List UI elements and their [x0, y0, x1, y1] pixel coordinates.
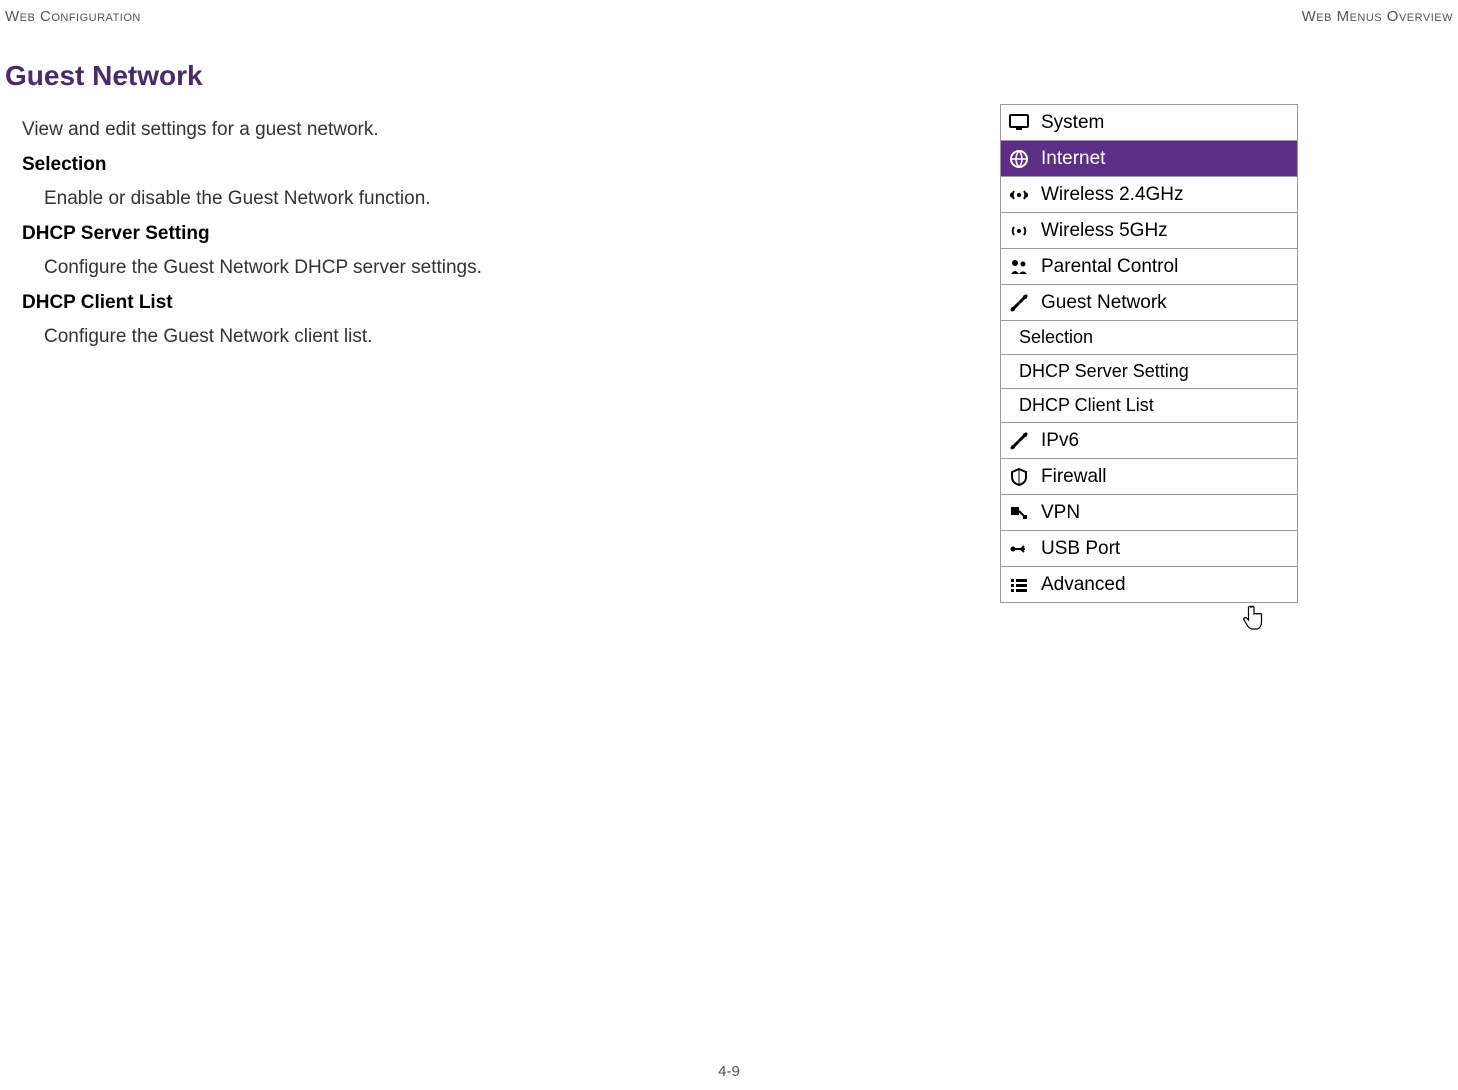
- monitor-icon: [1001, 114, 1037, 132]
- wifi-icon: [1001, 187, 1037, 203]
- sidebar-sub-selection[interactable]: Selection: [1001, 320, 1297, 354]
- sidebar-item-label: Wireless 5GHz: [1037, 220, 1297, 242]
- vpn-icon: [1001, 503, 1037, 523]
- intro-text: View and edit settings for a guest netwo…: [22, 116, 922, 145]
- sidebar-item-wireless-24[interactable]: Wireless 2.4GHz: [1001, 176, 1297, 212]
- item-0-title: Selection: [22, 151, 922, 180]
- shield-icon: [1001, 467, 1037, 487]
- item-1-title: DHCP Server Setting: [22, 220, 922, 249]
- people-icon: [1001, 258, 1037, 276]
- header-left: Web Configuration: [5, 8, 141, 25]
- item-1-desc: Configure the Guest Network DHCP server …: [44, 254, 922, 283]
- sidebar-item-label: Parental Control: [1037, 256, 1297, 278]
- sidebar-item-firewall[interactable]: Firewall: [1001, 458, 1297, 494]
- sidebar-sub-dhcp-server-setting[interactable]: DHCP Server Setting: [1001, 354, 1297, 388]
- sidebar-menu: System Internet Wireless 2.4GHz Wireless…: [1000, 104, 1298, 603]
- sidebar-item-label: Guest Network: [1037, 292, 1297, 314]
- sidebar-item-label: VPN: [1037, 502, 1297, 524]
- sidebar-item-label: Wireless 2.4GHz: [1037, 184, 1297, 206]
- globe-icon: [1001, 149, 1037, 169]
- content-block: View and edit settings for a guest netwo…: [22, 110, 922, 358]
- sidebar-item-label: USB Port: [1037, 538, 1297, 560]
- sidebar-item-system[interactable]: System: [1001, 104, 1297, 140]
- sidebar-item-label: System: [1037, 112, 1297, 134]
- item-0-desc: Enable or disable the Guest Network func…: [44, 185, 922, 214]
- sidebar-item-label: Firewall: [1037, 466, 1297, 488]
- item-2-title: DHCP Client List: [22, 289, 922, 318]
- sidebar-item-label: Advanced: [1037, 574, 1297, 596]
- hand-cursor-icon: [1242, 604, 1268, 634]
- sidebar-item-label: Internet: [1037, 148, 1297, 170]
- sidebar-sub-dhcp-client-list[interactable]: DHCP Client List: [1001, 388, 1297, 422]
- sidebar-item-ipv6[interactable]: IPv6: [1001, 422, 1297, 458]
- sidebar-item-advanced[interactable]: Advanced: [1001, 566, 1297, 602]
- item-2-desc: Configure the Guest Network client list.: [44, 323, 922, 352]
- tools-icon: [1001, 293, 1037, 313]
- usb-icon: [1001, 541, 1037, 557]
- sidebar-item-internet[interactable]: Internet: [1001, 140, 1297, 176]
- header-right: Web Menus Overview: [1302, 8, 1453, 25]
- section-title: Guest Network: [5, 60, 203, 92]
- sidebar-item-usb-port[interactable]: USB Port: [1001, 530, 1297, 566]
- sidebar-item-parental-control[interactable]: Parental Control: [1001, 248, 1297, 284]
- page-number: 4-9: [0, 1063, 1458, 1080]
- list-icon: [1001, 577, 1037, 593]
- wifi-icon: [1001, 223, 1037, 239]
- sidebar-item-label: IPv6: [1037, 430, 1297, 452]
- sidebar-item-wireless-5[interactable]: Wireless 5GHz: [1001, 212, 1297, 248]
- sidebar-item-guest-network[interactable]: Guest Network: [1001, 284, 1297, 320]
- tools-icon: [1001, 431, 1037, 451]
- sidebar-item-vpn[interactable]: VPN: [1001, 494, 1297, 530]
